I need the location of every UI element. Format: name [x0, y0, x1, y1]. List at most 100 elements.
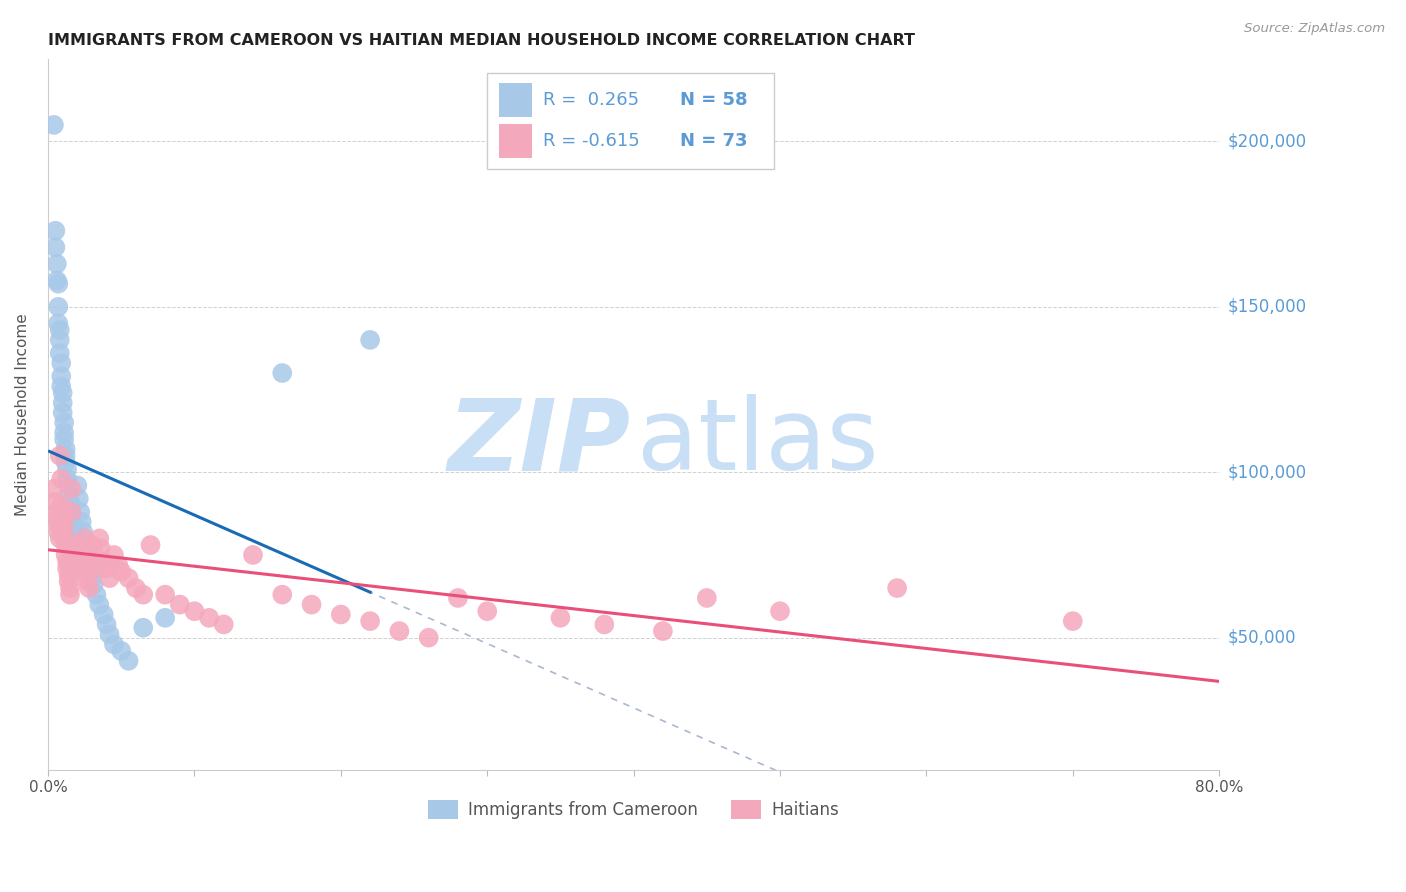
Point	[212, 617, 235, 632]
Point	[117, 571, 139, 585]
Point	[301, 598, 323, 612]
Point	[271, 366, 294, 380]
Point	[198, 611, 221, 625]
Point	[153, 588, 176, 602]
Point	[62, 528, 84, 542]
Point	[96, 617, 118, 632]
Text: R = -0.615: R = -0.615	[544, 132, 640, 150]
Text: IMMIGRANTS FROM CAMEROON VS HAITIAN MEDIAN HOUSEHOLD INCOME CORRELATION CHART: IMMIGRANTS FROM CAMEROON VS HAITIAN MEDI…	[48, 33, 915, 48]
Point	[56, 472, 79, 486]
Point	[51, 472, 73, 486]
Point	[76, 551, 98, 566]
Point	[52, 406, 75, 420]
Point	[83, 555, 105, 569]
Point	[52, 515, 75, 529]
Point	[45, 257, 67, 271]
Point	[59, 495, 82, 509]
Point	[59, 501, 82, 516]
Point	[139, 538, 162, 552]
Point	[45, 273, 67, 287]
Point	[103, 548, 125, 562]
Text: R =  0.265: R = 0.265	[544, 91, 640, 109]
Point	[80, 571, 103, 585]
Point	[77, 581, 100, 595]
Point	[359, 333, 381, 347]
Point	[52, 505, 75, 519]
Text: atlas: atlas	[637, 394, 879, 491]
Point	[56, 555, 79, 569]
Text: N = 73: N = 73	[681, 132, 748, 150]
Point	[45, 511, 67, 525]
Point	[96, 561, 118, 575]
Point	[60, 482, 83, 496]
Point	[55, 538, 77, 552]
Point	[271, 588, 294, 602]
Point	[98, 627, 121, 641]
Point	[49, 532, 72, 546]
Point	[69, 548, 91, 562]
Point	[86, 561, 108, 575]
Point	[55, 455, 77, 469]
Point	[42, 482, 65, 496]
Point	[52, 385, 75, 400]
Legend: Immigrants from Cameroon, Haitians: Immigrants from Cameroon, Haitians	[422, 793, 846, 826]
Point	[51, 369, 73, 384]
Point	[1062, 614, 1084, 628]
Point	[110, 644, 132, 658]
Point	[103, 637, 125, 651]
Point	[72, 524, 94, 539]
Point	[769, 604, 792, 618]
Point	[89, 532, 111, 546]
Point	[86, 588, 108, 602]
Text: $200,000: $200,000	[1227, 132, 1306, 151]
Point	[44, 224, 66, 238]
Point	[44, 495, 66, 509]
Point	[93, 607, 115, 622]
Point	[90, 541, 112, 556]
Point	[44, 240, 66, 254]
Point	[42, 118, 65, 132]
Point	[117, 654, 139, 668]
Point	[66, 561, 89, 575]
Point	[169, 598, 191, 612]
Text: $100,000: $100,000	[1227, 463, 1306, 482]
Point	[132, 621, 155, 635]
Point	[80, 538, 103, 552]
Point	[550, 611, 572, 625]
Point	[58, 478, 80, 492]
Point	[77, 561, 100, 575]
FancyBboxPatch shape	[499, 83, 531, 117]
Point	[60, 505, 83, 519]
Point	[89, 598, 111, 612]
Point	[60, 515, 83, 529]
Point	[593, 617, 616, 632]
Point	[53, 432, 76, 446]
Point	[51, 499, 73, 513]
Text: $50,000: $50,000	[1227, 629, 1296, 647]
Point	[56, 561, 79, 575]
Point	[63, 534, 86, 549]
Point	[53, 521, 76, 535]
Point	[58, 488, 80, 502]
Text: ZIP: ZIP	[447, 394, 630, 491]
Point	[183, 604, 205, 618]
Point	[388, 624, 411, 638]
Point	[45, 505, 67, 519]
Point	[886, 581, 908, 595]
Point	[125, 581, 148, 595]
Point	[70, 515, 93, 529]
Point	[53, 425, 76, 440]
Point	[132, 588, 155, 602]
Point	[63, 548, 86, 562]
Point	[73, 534, 96, 549]
Point	[70, 555, 93, 569]
Point	[696, 591, 718, 605]
Point	[49, 333, 72, 347]
Text: $150,000: $150,000	[1227, 298, 1306, 316]
Point	[329, 607, 352, 622]
Point	[53, 416, 76, 430]
Point	[93, 555, 115, 569]
Point	[59, 588, 82, 602]
Point	[60, 508, 83, 523]
Point	[75, 567, 97, 582]
